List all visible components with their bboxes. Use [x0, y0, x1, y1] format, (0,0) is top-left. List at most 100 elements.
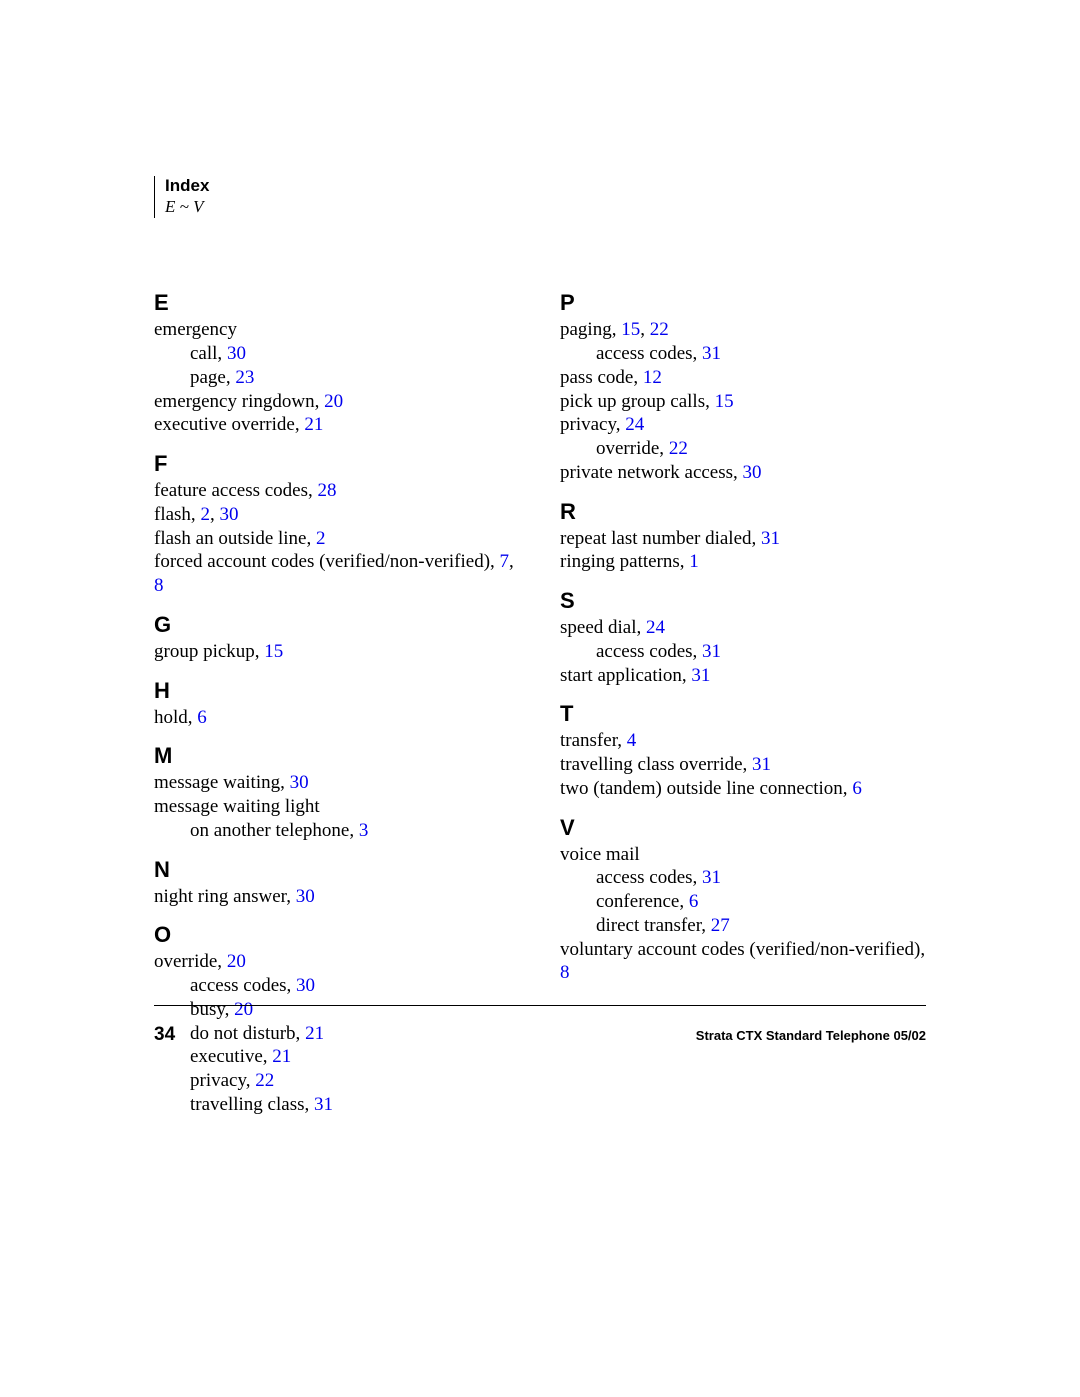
index-page: Index E ~ V E emergency call, 30 page, 2… [154, 176, 926, 1117]
page-ref[interactable]: 12 [643, 367, 662, 388]
entry-text: emergency ringdown, [154, 391, 324, 412]
page-ref[interactable]: 22 [669, 438, 688, 459]
entry-text: direct transfer, [596, 915, 711, 936]
page-ref[interactable]: 31 [691, 665, 710, 686]
entry-text: conference, [596, 891, 689, 912]
entry-text: ringing patterns, [560, 551, 689, 572]
page-ref[interactable]: 30 [290, 772, 309, 793]
index-entry: emergency ringdown, 20 [154, 390, 520, 414]
page-ref[interactable]: 31 [702, 641, 721, 662]
entry-text: executive, [190, 1046, 272, 1067]
entry-text: start application, [560, 665, 691, 686]
page-ref[interactable]: 7 [500, 551, 510, 572]
index-letter-o: O [154, 922, 520, 948]
page-ref[interactable]: 23 [235, 367, 254, 388]
page-ref[interactable]: 30 [219, 504, 238, 525]
page-ref[interactable]: 4 [627, 730, 637, 751]
entry-text: access codes, [596, 641, 702, 662]
entry-text: privacy, [560, 414, 625, 435]
entry-text: forced account codes (verified/non-verif… [154, 551, 500, 572]
index-subentry: on another telephone, 3 [154, 819, 520, 843]
page-ref[interactable]: 8 [154, 575, 164, 596]
index-entry: executive override, 21 [154, 413, 520, 437]
index-subentry: access codes, 31 [560, 866, 926, 890]
page-ref[interactable]: 20 [234, 999, 253, 1020]
index-subentry: access codes, 31 [560, 640, 926, 664]
page-ref[interactable]: 15 [264, 641, 283, 662]
page-ref[interactable]: 6 [689, 891, 699, 912]
entry-text: page, [190, 367, 235, 388]
page-ref[interactable]: 6 [852, 778, 862, 799]
entry-text: call, [190, 343, 227, 364]
index-letter-m: M [154, 743, 520, 769]
page-ref[interactable]: 30 [227, 343, 246, 364]
index-entry: transfer, 4 [560, 729, 926, 753]
page-ref[interactable]: 27 [711, 915, 730, 936]
page-ref[interactable]: 24 [646, 617, 665, 638]
page-ref[interactable]: 30 [743, 462, 762, 483]
index-subentry: page, 23 [154, 366, 520, 390]
index-entry: night ring answer, 30 [154, 885, 520, 909]
entry-text: voluntary account codes (verified/non-ve… [560, 939, 925, 960]
separator: , [640, 319, 650, 340]
entry-text: executive override, [154, 414, 304, 435]
running-header: Index E ~ V [154, 176, 926, 218]
page-ref[interactable]: 31 [314, 1094, 333, 1115]
index-entry: flash an outside line, 2 [154, 527, 520, 551]
index-entry: travelling class override, 31 [560, 753, 926, 777]
index-subentry: conference, 6 [560, 890, 926, 914]
index-letter-f: F [154, 451, 520, 477]
index-entry: pick up group calls, 15 [560, 390, 926, 414]
index-letter-n: N [154, 857, 520, 883]
index-entry: speed dial, 24 [560, 616, 926, 640]
page-ref[interactable]: 2 [316, 528, 326, 549]
page-ref[interactable]: 3 [359, 820, 369, 841]
index-subentry: direct transfer, 27 [560, 914, 926, 938]
index-letter-p: P [560, 290, 926, 316]
entry-text: feature access codes, [154, 480, 318, 501]
page-ref[interactable]: 20 [324, 391, 343, 412]
page-ref[interactable]: 2 [200, 504, 210, 525]
entry-text: repeat last number dialed, [560, 528, 761, 549]
page-ref[interactable]: 20 [227, 951, 246, 972]
entry-text: access codes, [596, 867, 702, 888]
page-ref[interactable]: 22 [255, 1070, 274, 1091]
entry-text: flash, [154, 504, 200, 525]
entry-text: group pickup, [154, 641, 264, 662]
index-entry: override, 20 [154, 950, 520, 974]
index-entry: pass code, 12 [560, 366, 926, 390]
page-ref[interactable]: 31 [752, 754, 771, 775]
entry-text: speed dial, [560, 617, 646, 638]
page-ref[interactable]: 28 [318, 480, 337, 501]
index-subentry: executive, 21 [154, 1045, 520, 1069]
header-title: Index [165, 176, 926, 196]
page-ref[interactable]: 8 [560, 962, 570, 983]
page-ref[interactable]: 1 [689, 551, 699, 572]
index-subentry: override, 22 [560, 437, 926, 461]
entry-text: message waiting, [154, 772, 290, 793]
page-ref[interactable]: 21 [272, 1046, 291, 1067]
index-entry: start application, 31 [560, 664, 926, 688]
index-entry: two (tandem) outside line connection, 6 [560, 777, 926, 801]
index-entry: feature access codes, 28 [154, 479, 520, 503]
page-ref[interactable]: 31 [702, 867, 721, 888]
index-entry: ringing patterns, 1 [560, 550, 926, 574]
index-subentry: access codes, 31 [560, 342, 926, 366]
page-ref[interactable]: 31 [761, 528, 780, 549]
page-ref[interactable]: 22 [650, 319, 669, 340]
entry-text: access codes, [190, 975, 296, 996]
right-column: P paging, 15, 22 access codes, 31 pass c… [560, 290, 926, 1116]
page-ref[interactable]: 15 [715, 391, 734, 412]
page-ref[interactable]: 15 [621, 319, 640, 340]
page-ref[interactable]: 24 [625, 414, 644, 435]
page-ref[interactable]: 30 [296, 886, 315, 907]
index-subentry: call, 30 [154, 342, 520, 366]
page-ref[interactable]: 31 [702, 343, 721, 364]
page-number: 34 [154, 1024, 175, 1046]
entry-text: busy, [190, 999, 234, 1020]
page-ref[interactable]: 6 [197, 707, 207, 728]
page-ref[interactable]: 30 [296, 975, 315, 996]
entry-text: access codes, [596, 343, 702, 364]
page-ref[interactable]: 21 [304, 414, 323, 435]
index-letter-h: H [154, 678, 520, 704]
